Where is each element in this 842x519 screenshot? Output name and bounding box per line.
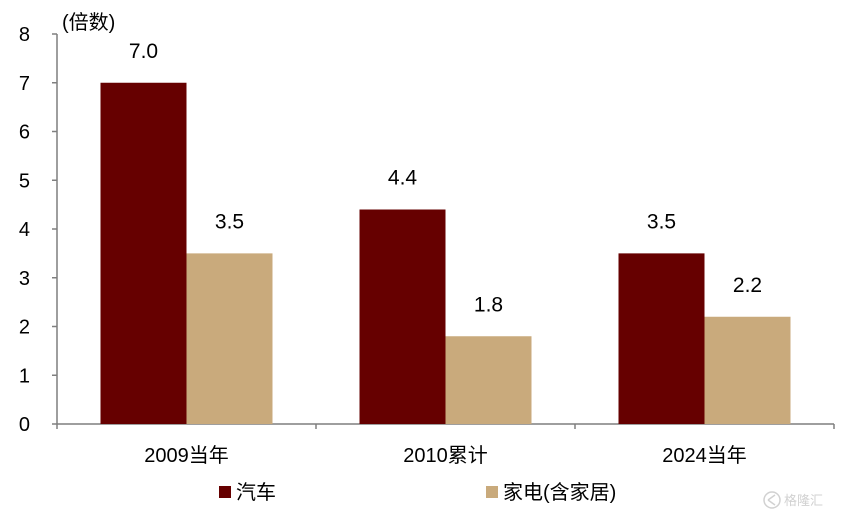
y-tick-label: 7	[19, 73, 30, 95]
data-label: 4.4	[388, 167, 418, 190]
y-tick-label: 5	[19, 170, 30, 192]
y-tick-label: 2	[19, 317, 30, 339]
data-label: 1.8	[474, 293, 503, 316]
x-category-label: 2010累计	[403, 444, 488, 467]
x-category-label: 2009当年	[144, 444, 229, 467]
data-label: 2.2	[733, 274, 762, 297]
gelonghui-logo-icon	[763, 491, 781, 509]
data-label: 3.5	[215, 210, 244, 233]
legend-swatch-car	[219, 486, 231, 498]
bar-car-1	[359, 209, 446, 424]
watermark: 格隆汇	[763, 491, 823, 509]
legend-label-car: 汽车	[236, 481, 276, 504]
bar-appliance-2	[704, 316, 791, 424]
x-axis: 2009当年 2010累计 2024当年	[56, 423, 835, 467]
y-tick-label: 3	[19, 268, 30, 290]
bars	[100, 82, 791, 424]
y-tick-label: 8	[19, 24, 30, 46]
data-label: 3.5	[647, 210, 676, 233]
watermark-text: 格隆汇	[784, 493, 823, 509]
y-tick-label: 4	[19, 219, 30, 241]
y-unit-label: (倍数)	[62, 11, 115, 34]
bar-appliance-0	[186, 253, 273, 424]
legend-swatch-appliance	[486, 486, 498, 498]
bar-appliance-1	[445, 336, 532, 424]
y-tick-label: 0	[19, 414, 30, 436]
data-label: 7.0	[129, 40, 158, 63]
legend-label-appliance: 家电(含家居)	[503, 481, 616, 504]
legend: 汽车 家电(含家居)	[219, 481, 616, 504]
y-tick-label: 1	[19, 365, 30, 387]
bar-car-0	[100, 82, 187, 424]
y-axis: 0 1 2 3 4 5 6 7 8	[19, 24, 58, 436]
x-category-label: 2024当年	[662, 444, 747, 467]
y-tick-label: 6	[19, 122, 30, 144]
bar-car-2	[618, 253, 705, 424]
data-labels: 7.0 4.4 3.5 3.5 1.8 2.2	[129, 40, 762, 317]
